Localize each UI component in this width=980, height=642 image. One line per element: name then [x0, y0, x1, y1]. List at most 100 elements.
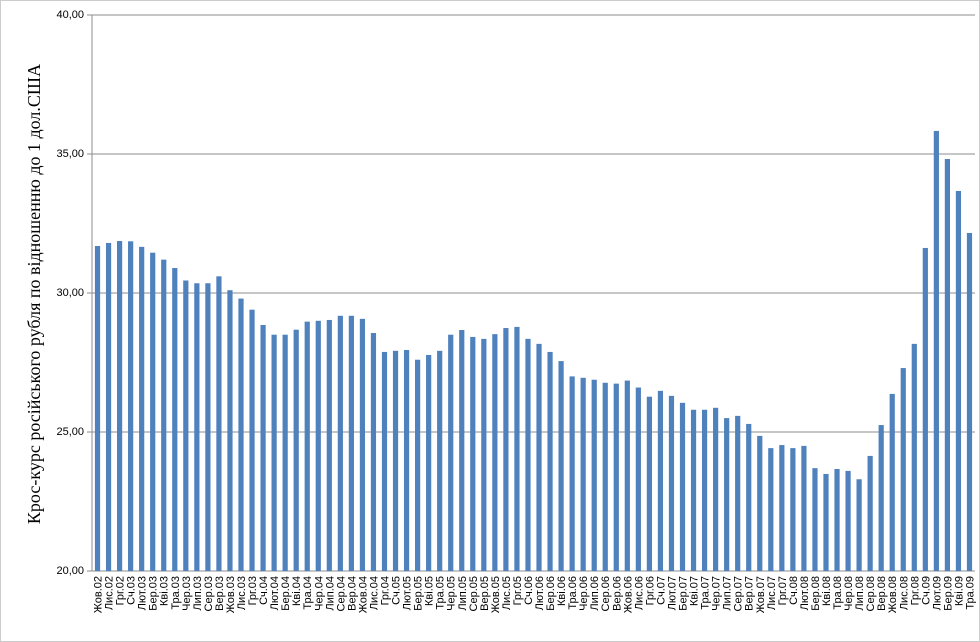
y-tick-label: 20,00	[56, 565, 84, 577]
bar	[183, 280, 189, 571]
x-tick-label: Грг.06	[644, 576, 656, 605]
bar	[139, 246, 145, 572]
bar	[602, 382, 608, 571]
bar	[856, 479, 862, 571]
y-axis-label: Крос-курс російського рубля по відношенн…	[24, 64, 44, 524]
bar	[216, 276, 222, 571]
bar	[911, 343, 917, 571]
x-tick-label: Жов.05	[490, 576, 502, 613]
bar	[282, 334, 288, 571]
bar	[370, 333, 377, 571]
x-tick-label: Чер.06	[578, 576, 590, 611]
x-tick-label: Лис.06	[633, 576, 645, 610]
x-tick-label: Сч.07	[655, 576, 667, 605]
bar	[315, 320, 321, 571]
x-tick-label: Бер.07	[678, 576, 690, 611]
bar	[724, 418, 730, 571]
bar	[293, 329, 299, 571]
bar	[205, 283, 211, 571]
bar	[801, 445, 807, 571]
bar	[701, 409, 708, 571]
x-tick-label: Тра.06	[567, 576, 579, 610]
bar	[845, 470, 851, 571]
bar	[657, 390, 664, 571]
x-tick-label: Лют.05	[402, 576, 414, 610]
x-tick-label: Кві.08	[821, 576, 833, 606]
bar	[249, 309, 255, 571]
x-tick-label: Лип.05	[457, 576, 469, 611]
x-tick-label: Грг.03	[247, 576, 259, 605]
x-tick-label: Тра.03	[170, 576, 182, 610]
bar	[437, 350, 443, 571]
bar	[116, 241, 123, 571]
bar	[933, 130, 939, 571]
x-tick-label: Тра.05	[435, 576, 447, 610]
bar	[823, 473, 829, 571]
x-tick-label: Кві.06	[556, 576, 568, 606]
bar	[503, 328, 509, 571]
bar	[260, 324, 266, 571]
x-tick-label: Грг.07	[777, 576, 789, 605]
x-tick-label: Бер.04	[280, 576, 292, 611]
x-tick-label: Лис.08	[898, 576, 910, 610]
x-tick-label: Чер.05	[446, 576, 458, 611]
x-tick-label: Сер.04	[335, 576, 347, 611]
x-tick-label: Лис.05	[501, 576, 513, 610]
x-tick-label: Лип.08	[854, 576, 866, 611]
x-tick-label: Жов.07	[755, 576, 767, 613]
x-tick-label: Чер.07	[711, 576, 723, 611]
bar	[161, 259, 167, 571]
bar	[547, 351, 553, 571]
bar	[779, 445, 785, 571]
x-tick-label: Кві.04	[291, 576, 303, 606]
bar	[922, 247, 928, 572]
bar	[768, 448, 774, 571]
x-tick-label: Грг.08	[909, 576, 921, 605]
bar	[470, 336, 476, 571]
x-tick-label: Жов.02	[93, 576, 105, 613]
x-tick-label: Чер.03	[181, 576, 193, 611]
bar	[591, 379, 597, 571]
x-tick-label: Тра.08	[832, 576, 844, 610]
x-tick-label: Лют.06	[534, 576, 546, 610]
bar	[403, 349, 410, 571]
x-tick-label: Кві.05	[424, 576, 436, 606]
bar	[624, 380, 630, 571]
y-tick-label: 35,00	[56, 148, 84, 160]
x-tick-label: Жов.08	[887, 576, 899, 613]
bar	[668, 395, 675, 571]
x-tick-label: Вер.07	[744, 576, 756, 611]
bar	[128, 241, 134, 572]
x-tick-label: Сер.05	[468, 576, 480, 611]
bar	[812, 468, 818, 571]
x-tick-label: Бер.09	[942, 576, 954, 611]
x-tick-label: Тра.09	[964, 576, 976, 610]
x-tick-label: Сч.06	[523, 576, 535, 605]
x-tick-label: Кві.07	[689, 576, 701, 606]
x-tick-label: Лис.02	[104, 576, 116, 610]
x-tick-label: Чер.08	[843, 576, 855, 611]
x-tick-label: Грг.04	[379, 576, 391, 605]
x-tick-label: Сер.08	[865, 576, 877, 611]
bar	[492, 334, 498, 571]
bar	[415, 359, 421, 571]
x-tick-label: Вер.04	[346, 576, 358, 611]
x-tick-label: Бер.08	[810, 576, 822, 611]
bar	[646, 396, 652, 571]
bar	[392, 350, 399, 571]
bar	[735, 415, 741, 571]
x-tick-label: Лис.04	[368, 576, 380, 610]
bar	[613, 383, 619, 571]
bar	[944, 159, 951, 571]
bar	[690, 409, 697, 571]
bar	[536, 343, 542, 571]
bar	[448, 334, 454, 571]
y-tick-label: 30,00	[56, 287, 84, 299]
bar	[172, 267, 178, 571]
bar	[889, 393, 895, 571]
x-tick-label: Лют.07	[666, 576, 678, 610]
bar	[635, 387, 641, 571]
bar	[348, 315, 354, 571]
